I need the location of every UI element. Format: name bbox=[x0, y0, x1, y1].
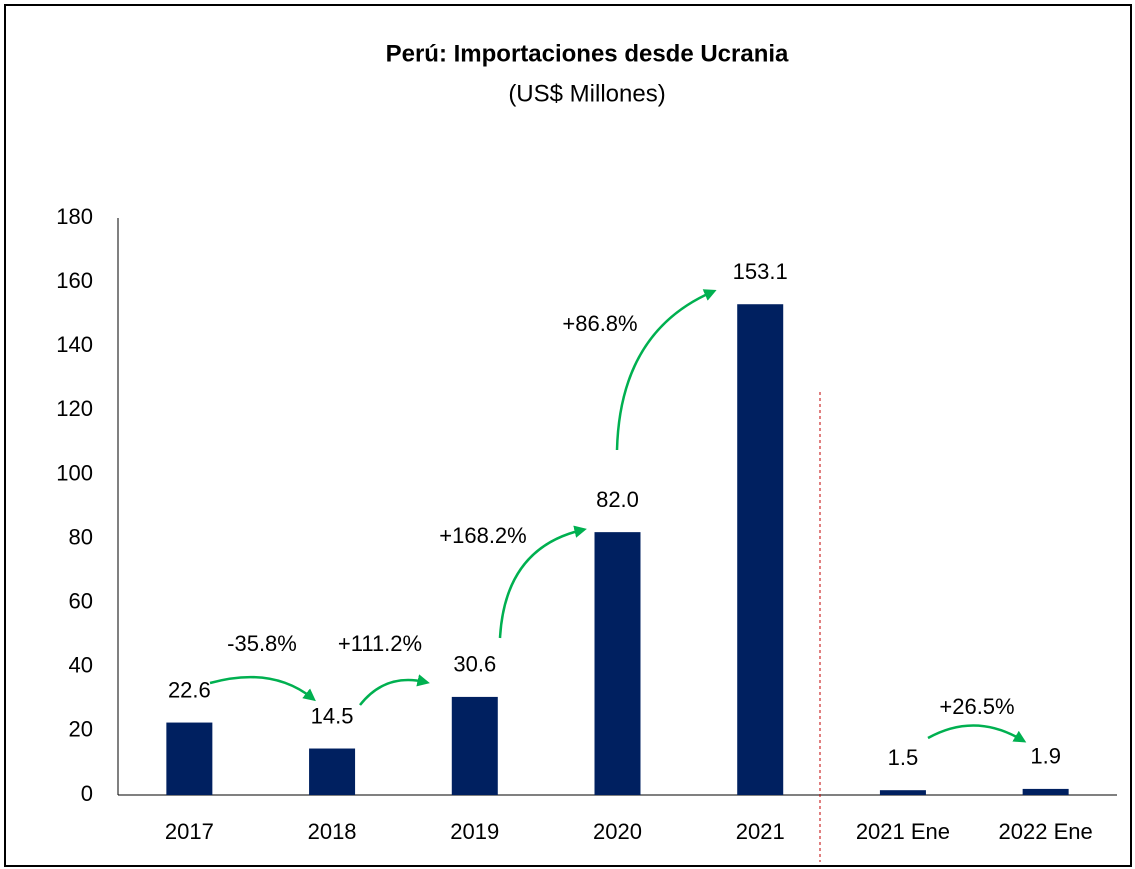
value-label: 22.6 bbox=[168, 677, 211, 702]
y-tick-label: 60 bbox=[69, 588, 93, 613]
x-tick-label: 2022 Ene bbox=[999, 819, 1093, 844]
y-tick-label: 40 bbox=[69, 653, 93, 678]
arrow bbox=[209, 675, 316, 702]
chart-subtitle: (US$ Millones) bbox=[508, 80, 665, 107]
arrow bbox=[498, 525, 587, 639]
value-label: 1.5 bbox=[888, 745, 919, 770]
bar bbox=[594, 532, 641, 795]
arrow bbox=[359, 674, 430, 706]
x-tick-label: 2017 bbox=[165, 819, 214, 844]
bar bbox=[1022, 788, 1069, 795]
arrow bbox=[615, 289, 717, 451]
bar bbox=[879, 790, 926, 795]
x-tick-label: 2021 Ene bbox=[856, 819, 950, 844]
x-tick-label: 2018 bbox=[308, 819, 357, 844]
growth-label: +168.2% bbox=[439, 523, 526, 548]
bar bbox=[166, 722, 213, 795]
y-tick-label: 180 bbox=[56, 204, 93, 229]
bar bbox=[309, 748, 356, 795]
y-tick-label: 100 bbox=[56, 460, 93, 485]
y-tick-label: 120 bbox=[56, 396, 93, 421]
y-tick-label: 0 bbox=[81, 781, 93, 806]
chart-title: Perú: Importaciones desde Ucrania bbox=[386, 40, 789, 67]
value-label: 1.9 bbox=[1030, 744, 1061, 769]
y-tick-label: 160 bbox=[56, 268, 93, 293]
frame bbox=[4, 4, 1132, 867]
growth-label: -35.8% bbox=[227, 631, 297, 656]
value-label: 30.6 bbox=[453, 652, 496, 677]
x-tick-label: 2019 bbox=[450, 819, 499, 844]
bar bbox=[451, 696, 498, 795]
value-label: 153.1 bbox=[733, 259, 788, 284]
growth-label: +86.8% bbox=[562, 311, 637, 336]
bar bbox=[737, 304, 784, 795]
x-tick-label: 2020 bbox=[593, 819, 642, 844]
growth-label: +111.2% bbox=[338, 631, 422, 656]
value-label: 82.0 bbox=[596, 487, 639, 512]
growth-label: +26.5% bbox=[939, 694, 1014, 719]
y-tick-label: 80 bbox=[69, 524, 93, 549]
y-tick-label: 140 bbox=[56, 332, 93, 357]
value-label: 14.5 bbox=[311, 703, 354, 728]
y-tick-label: 20 bbox=[69, 717, 93, 742]
x-tick-label: 2021 bbox=[736, 819, 785, 844]
arrow bbox=[927, 724, 1027, 743]
